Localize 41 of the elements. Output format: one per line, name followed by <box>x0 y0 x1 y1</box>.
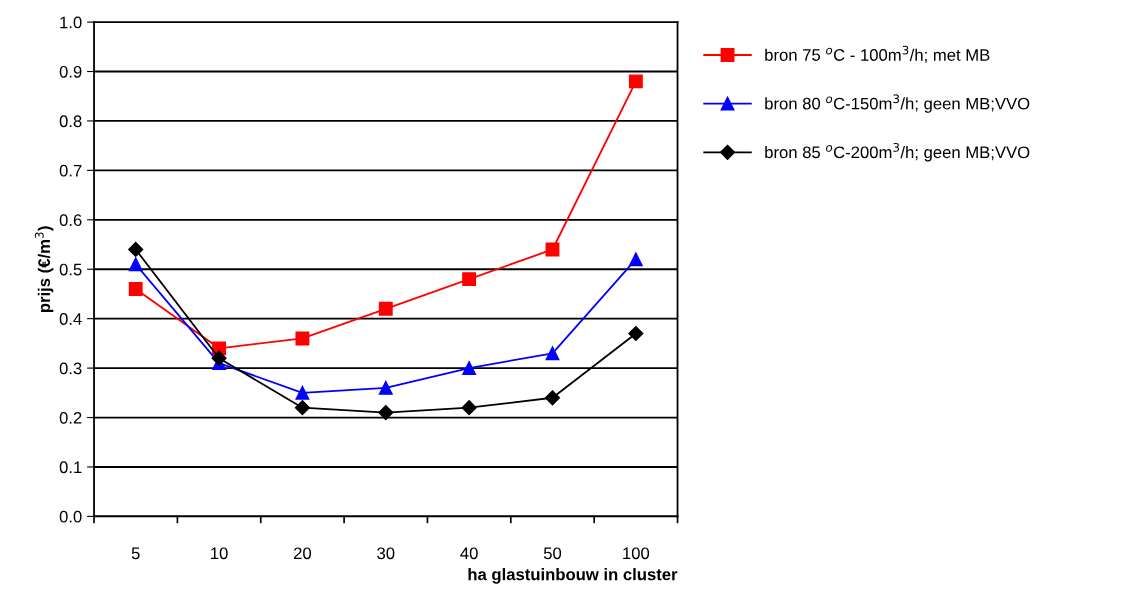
x-tick-label: 20 <box>294 547 312 560</box>
point <box>544 390 561 406</box>
y-tick-label: 0.7 <box>59 164 82 177</box>
point <box>462 361 477 376</box>
x-tick-label: 40 <box>460 547 478 560</box>
legend-label: bron 85 $^{o}$C-200m$^{3}$/h; geen MB;VVO <box>765 142 1030 162</box>
point <box>128 241 144 258</box>
point <box>628 252 643 267</box>
x-axis-title: ha glastuinbouw in cluster <box>468 568 678 584</box>
x-tick-label: 10 <box>211 547 228 560</box>
x-tick-label: 5 <box>131 547 140 560</box>
legend-label: bron 75 $^{o}$C - 100m$^{3}$/h; met MB <box>765 45 990 63</box>
point <box>295 385 310 400</box>
point <box>628 325 644 342</box>
point <box>628 74 643 89</box>
y-tick-label: 0.0 <box>59 510 82 523</box>
y-tick-label: 0.2 <box>59 411 82 424</box>
y-tick-label: 0.8 <box>59 115 82 128</box>
y-tick-label: 0.6 <box>59 214 82 227</box>
point <box>128 282 143 296</box>
x-tick-label: 50 <box>543 547 562 560</box>
point <box>461 400 477 416</box>
y-tick-label: 1.0 <box>60 16 82 29</box>
y-tick-label: 0.9 <box>59 65 82 78</box>
point <box>211 350 227 366</box>
point <box>294 400 311 416</box>
point <box>378 301 393 316</box>
point <box>128 257 143 272</box>
legend-label: bron 80 $^{o}$C-150m$^{3}$/h; geen MB;VVO <box>765 94 1030 113</box>
point <box>295 331 310 346</box>
point <box>378 380 393 395</box>
y-axis-title: prijs (€/m$^{3}$) <box>34 226 54 313</box>
y-tick-label: 0.1 <box>59 461 82 474</box>
y-tick-label: 0.5 <box>59 263 82 276</box>
point <box>545 346 560 361</box>
point <box>462 272 477 287</box>
point <box>378 405 394 421</box>
x-tick-label: 100 <box>623 547 650 560</box>
y-tick-label: 0.3 <box>59 362 82 375</box>
x-tick-label: 30 <box>377 547 395 560</box>
y-tick-label: 0.4 <box>59 313 82 325</box>
